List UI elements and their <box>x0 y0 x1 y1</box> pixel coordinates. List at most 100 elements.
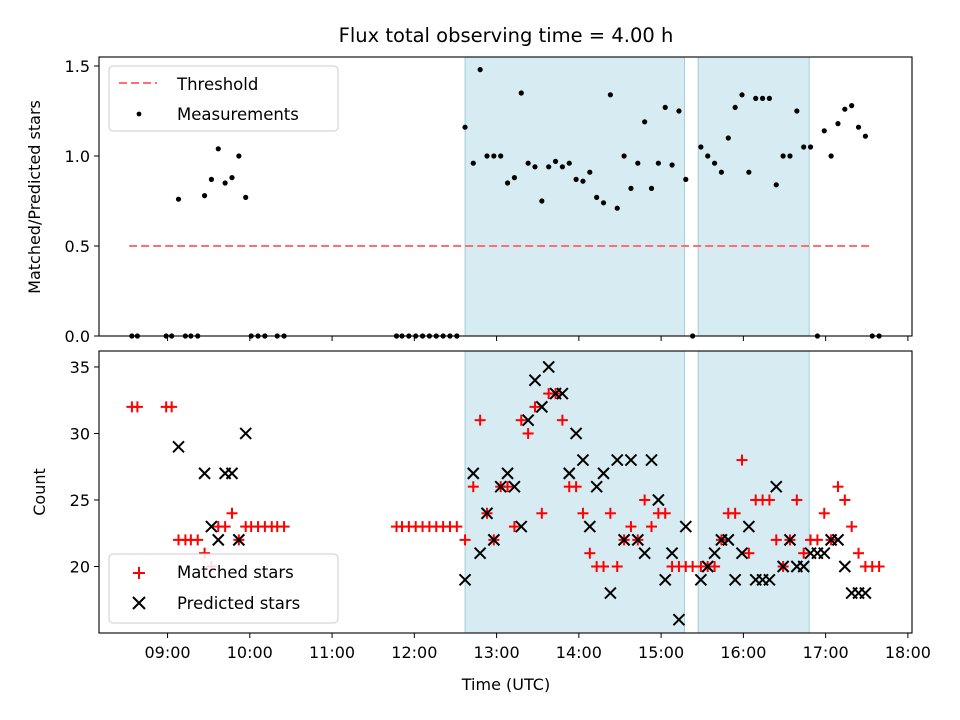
measurement-point <box>698 144 704 150</box>
predicted-star-point <box>542 360 555 374</box>
predicted-star-point <box>576 453 590 467</box>
predicted-star-point <box>583 520 597 533</box>
bottom-ytick-label: 35 <box>70 358 90 377</box>
measurement-point <box>746 169 752 175</box>
predicted-star-point <box>679 520 692 533</box>
legend-threshold-label: Threshold <box>176 75 258 94</box>
bottom-ytick-label: 25 <box>70 491 90 510</box>
predicted-star-point <box>624 453 638 467</box>
xtick-label: 16:00 <box>720 643 766 662</box>
shaded-interval-1 <box>464 350 685 634</box>
matched-star-point <box>811 534 823 546</box>
xtick-label: 09:00 <box>144 643 190 662</box>
predicted-star-point <box>597 467 610 480</box>
top-legend: Threshold Measurements <box>108 65 339 132</box>
legend-measurements-swatch <box>136 111 142 117</box>
xtick-label: 10:00 <box>227 643 273 662</box>
matched-star-point <box>625 521 637 533</box>
matched-star-point <box>798 547 810 559</box>
predicted-star-point <box>205 520 218 533</box>
measurement-point <box>600 200 607 206</box>
predicted-star-point <box>838 560 852 573</box>
matched-star-point <box>770 534 782 546</box>
bottom-axis-ticks: 09:00 10:00 11:00 12:00 13:00 14:00 15:00 16:00… <box>70 358 931 662</box>
predicted-star-point <box>617 533 631 547</box>
bottom-shaded-intervals <box>464 350 810 634</box>
predicted-star-point <box>638 546 651 560</box>
measurement-point <box>773 182 779 188</box>
top-ytick-label: 0.0 <box>65 327 90 346</box>
predicted-star-point <box>763 573 776 586</box>
top-chart-title: Flux total observing time = 4.00 h <box>339 24 674 47</box>
measurement-point <box>539 198 545 204</box>
top-ytick-label: 0.5 <box>65 237 90 256</box>
predicted-star-point <box>473 546 487 560</box>
predicted-star-point <box>604 586 617 600</box>
predicted-star-point <box>797 560 810 573</box>
measurement-point <box>642 119 648 125</box>
matched-star-point <box>611 560 623 572</box>
measurement-point <box>753 95 759 101</box>
predicted-star-point <box>728 573 742 586</box>
predicted-star-point <box>212 533 225 547</box>
predicted-star-point <box>708 546 721 560</box>
measurement-point <box>759 95 766 101</box>
measurement-point <box>862 133 868 139</box>
predicted-star-point <box>501 467 514 480</box>
xtick-label: 18:00 <box>885 643 931 662</box>
matched-star-point <box>278 521 290 533</box>
measurement-points <box>129 67 882 339</box>
matched-star-point <box>192 534 204 546</box>
xtick-label: 17:00 <box>803 643 849 662</box>
predicted-star-point <box>659 573 672 586</box>
xtick-label: 11:00 <box>309 643 355 662</box>
bottom-ytick-label: 30 <box>70 424 90 443</box>
predicted-star-point <box>590 480 603 493</box>
matched-star-point <box>529 401 541 413</box>
xtick-label: 15:00 <box>638 643 684 662</box>
legend-predicted-label: Predicted stars <box>177 594 300 613</box>
measurement-point <box>470 160 476 166</box>
top-axis-ticks: 0.0 0.5 1.0 1.5 <box>65 57 909 346</box>
measurement-point <box>835 121 841 127</box>
predicted-star-point <box>198 467 211 480</box>
top-legend-box <box>108 65 339 132</box>
matched-star-point <box>832 481 844 493</box>
predicted-star-point <box>535 400 549 414</box>
predicted-star-point <box>701 560 714 573</box>
predicted-star-point <box>831 533 845 547</box>
bottom-panel: 09:00 10:00 11:00 12:00 13:00 14:00 15:00 16:00… <box>30 350 931 694</box>
matched-star-point <box>853 547 865 559</box>
predicted-star-point <box>770 480 783 493</box>
measurement-point <box>711 160 718 166</box>
measurement-point <box>215 146 221 152</box>
measurement-point <box>662 104 668 110</box>
xtick-label: 14:00 <box>556 643 602 662</box>
matched-star-point <box>646 521 658 533</box>
matched-star-point <box>467 481 479 493</box>
predicted-star-point <box>694 573 708 586</box>
measurement-point <box>594 194 600 200</box>
predicted-star-point <box>569 427 583 440</box>
measurement-point <box>676 108 682 114</box>
predicted-star-point <box>556 387 569 400</box>
top-ytick-label: 1.0 <box>65 147 90 166</box>
measurement-point <box>546 164 552 170</box>
measurement-point <box>628 185 634 191</box>
matched-star-point <box>659 507 671 519</box>
xtick-label: 13:00 <box>474 643 520 662</box>
measurement-point <box>236 153 242 159</box>
predicted-star-point <box>611 453 624 467</box>
matched-star-point <box>709 560 721 572</box>
measurement-point <box>614 205 620 211</box>
measurement-point <box>739 92 745 98</box>
predicted-star-point <box>735 546 749 560</box>
measurement-point <box>828 153 834 159</box>
predicted-star-point <box>665 546 679 560</box>
matched-star-point <box>577 507 589 519</box>
top-shaded-intervals <box>464 56 810 337</box>
measurement-point <box>587 169 593 175</box>
predicted-star-point <box>521 413 535 427</box>
predicted-star-point <box>672 613 686 626</box>
measurement-point <box>532 164 538 170</box>
